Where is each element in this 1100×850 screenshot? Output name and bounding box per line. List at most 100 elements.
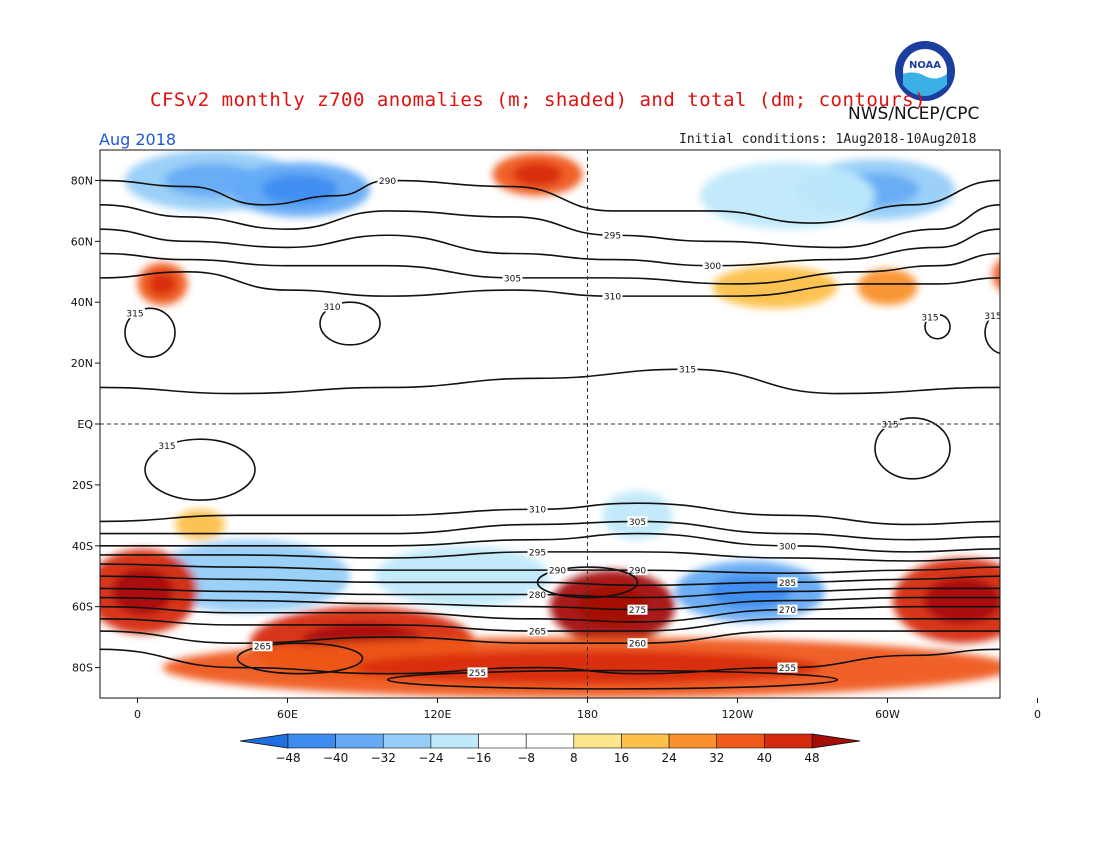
- colorbar-bin: [287, 733, 336, 749]
- contour-label-bg: [983, 310, 1000, 321]
- closed-contour: [536, 566, 639, 599]
- contour-label: 270: [779, 606, 796, 616]
- agency-label: NWS/NCEP/CPC: [848, 104, 980, 124]
- contour-label-bg: [547, 565, 568, 576]
- colorbar-max-arrow: [811, 733, 861, 749]
- colorbar-bin: [621, 733, 670, 749]
- colorbar-bin: [573, 733, 622, 749]
- colorbar-min-arrow: [239, 733, 289, 749]
- contour-line: [100, 551, 1000, 562]
- y-tick-label: 60S: [72, 601, 93, 614]
- contour-label-bg: [602, 230, 623, 241]
- anomaly-blob-core: [112, 568, 173, 615]
- contour-label-bg: [627, 604, 648, 615]
- contour-label: 315: [126, 310, 143, 320]
- colorbar-tick-label: −48: [275, 751, 300, 765]
- contour-label-bg: [677, 364, 698, 375]
- contour-label-bg: [157, 440, 177, 451]
- closed-contour: [984, 311, 1000, 355]
- contour-label: 275: [629, 606, 646, 616]
- contour-label-bg: [527, 504, 548, 515]
- y-tick-label: 80S: [72, 662, 93, 675]
- closed-contour: [144, 438, 256, 501]
- closed-contour: [874, 417, 951, 480]
- x-tick-label: 0: [1034, 708, 1041, 721]
- colorbar-tick-label: −32: [371, 751, 396, 765]
- contour-label-bg: [527, 626, 548, 637]
- contour-label-bg: [502, 272, 523, 283]
- closed-contour: [236, 642, 364, 675]
- colorbar-bin: [716, 733, 765, 749]
- contour-line: [100, 630, 1000, 645]
- colorbar: −48 −40 −32 −24 −16 −8 8 16 24 32 40 48: [239, 733, 861, 765]
- contour-label: 280: [529, 591, 546, 601]
- contour-label: 300: [779, 542, 796, 552]
- contour-line: [100, 587, 1000, 599]
- colorbar-bin: [382, 733, 432, 749]
- initial-conditions: Initial conditions: 1Aug2018-10Aug2018: [679, 132, 977, 147]
- anomaly-blob: [857, 268, 918, 306]
- contour-label: 300: [704, 262, 721, 272]
- x-tick-label: 120W: [722, 708, 754, 721]
- contour-label: 290: [629, 567, 646, 577]
- contour-label: 305: [504, 274, 521, 284]
- anomaly-blob: [150, 539, 350, 613]
- y-tick-label: 60N: [71, 235, 93, 248]
- contour-label: 265: [529, 628, 546, 638]
- anomaly-blob-core: [148, 272, 177, 296]
- contour-label: 285: [779, 579, 796, 589]
- contour-label-bg: [527, 546, 548, 557]
- contour-label-bg: [527, 589, 548, 600]
- y-tick-label: 20N: [71, 357, 93, 370]
- contour-line: [100, 204, 1000, 249]
- contour-label: 310: [323, 303, 340, 313]
- y-tick-label: 20S: [72, 479, 93, 492]
- colorbar-tick-label: 8: [570, 751, 578, 765]
- y-axis-ticks: 80N 60N 40N 20N EQ 20S 40S 60S 80S: [71, 174, 100, 675]
- colorbar-tick-label: −8: [517, 751, 535, 765]
- contour-line: [100, 532, 1000, 553]
- contour-label-bg: [602, 291, 623, 302]
- y-tick-label: EQ: [77, 418, 93, 431]
- contour-label-bg: [920, 311, 940, 322]
- contour-label: 315: [881, 421, 898, 431]
- closed-contour: [124, 307, 176, 358]
- contour-label: 305: [629, 518, 646, 528]
- colorbar-bin: [430, 733, 479, 749]
- y-tick-label: 80N: [71, 174, 93, 187]
- contour-label-bg: [777, 577, 798, 588]
- contour-line: [100, 596, 1000, 611]
- contour-label-bg: [377, 175, 398, 186]
- forecast-month: Aug 2018: [99, 130, 177, 149]
- contour-label: 260: [629, 640, 646, 650]
- contour-label: 255: [779, 664, 796, 674]
- height-contours: 2902953003053103153103053002952902852802…: [100, 175, 1000, 690]
- contour-label-bg: [627, 516, 648, 527]
- anomaly-blob: [992, 259, 1000, 291]
- colorbar-bin: [764, 733, 813, 749]
- contour-label-bg: [467, 667, 488, 678]
- colorbar-tick-label: 40: [757, 751, 772, 765]
- contour-label: 290: [549, 567, 566, 577]
- closed-contour: [319, 301, 381, 346]
- contour-line: [100, 502, 1000, 526]
- logo-text: NOAA: [909, 60, 941, 71]
- colorbar-tick-label: 16: [614, 751, 629, 765]
- colorbar-tick-label: −24: [418, 751, 443, 765]
- colorbar-tick-label: −16: [466, 751, 491, 765]
- noaa-logo: NOAA: [895, 41, 955, 101]
- anomaly-blob-core: [512, 162, 563, 187]
- anomaly-blob-core: [924, 577, 1000, 625]
- colorbar-bin: [668, 733, 718, 749]
- x-tick-label: 0: [134, 708, 141, 721]
- anomaly-blob: [375, 545, 550, 607]
- colorbar-tick-label: 32: [709, 751, 724, 765]
- x-tick-label: 120E: [424, 708, 452, 721]
- contour-label: 315: [158, 442, 175, 452]
- contour-label: 295: [604, 232, 621, 242]
- contour-label-bg: [322, 301, 342, 312]
- contour-label-bg: [627, 565, 648, 576]
- contour-label: 295: [529, 548, 546, 558]
- x-tick-label: 180: [577, 708, 598, 721]
